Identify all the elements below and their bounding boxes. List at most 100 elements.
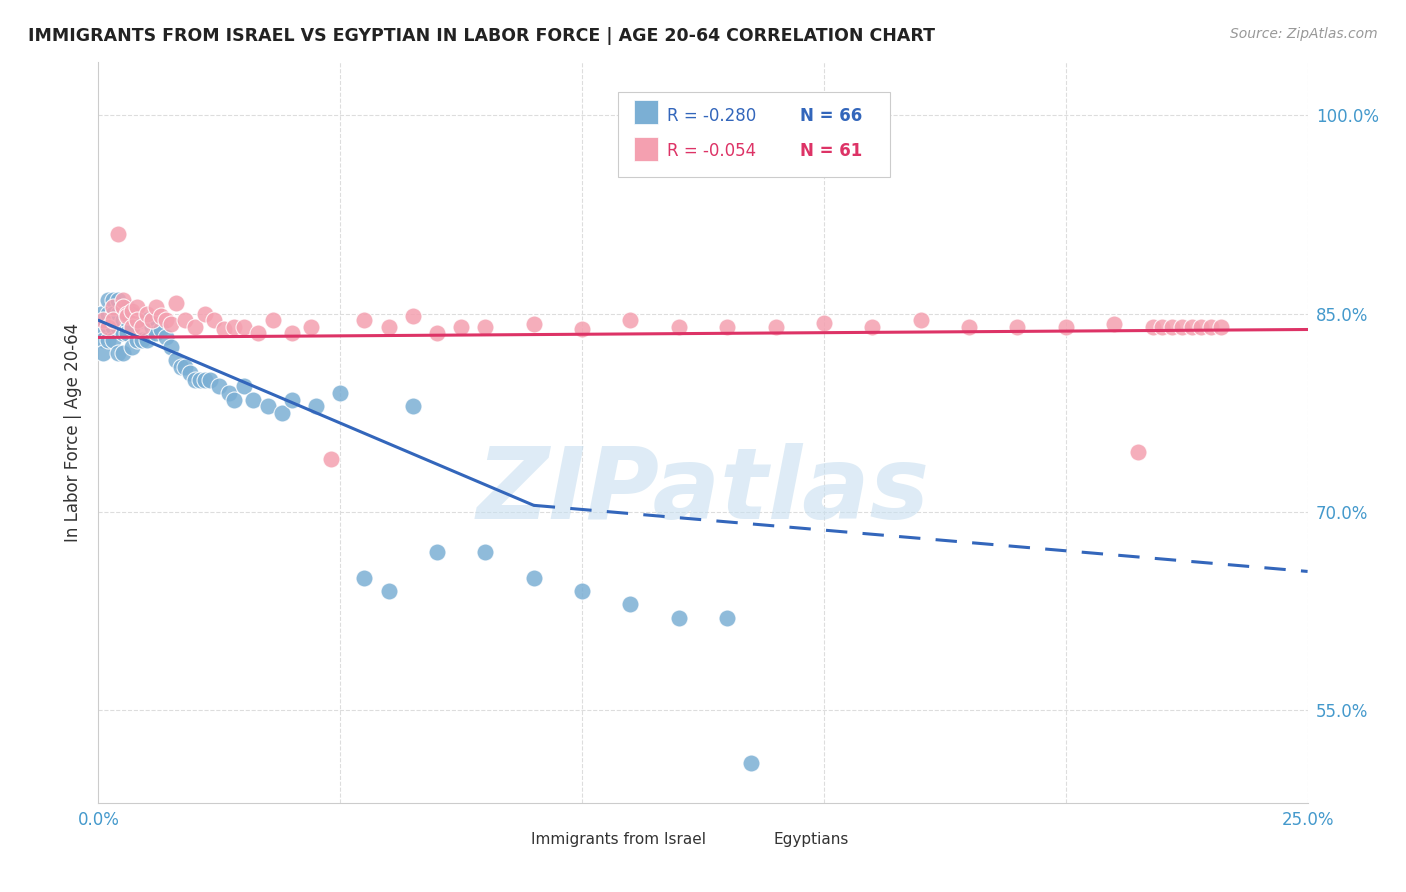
Point bbox=[765, 319, 787, 334]
Point bbox=[101, 333, 124, 347]
Bar bbox=[740, 832, 763, 855]
FancyBboxPatch shape bbox=[619, 92, 890, 178]
Point bbox=[127, 313, 149, 327]
Point bbox=[299, 319, 322, 334]
Point bbox=[1209, 319, 1232, 334]
Point bbox=[232, 379, 254, 393]
Point bbox=[135, 313, 157, 327]
Point bbox=[111, 300, 134, 314]
Point bbox=[141, 313, 163, 327]
Point bbox=[242, 392, 264, 407]
Point bbox=[160, 317, 183, 331]
Point bbox=[127, 300, 149, 314]
Point bbox=[450, 319, 472, 334]
Point bbox=[97, 307, 120, 321]
Point bbox=[194, 373, 217, 387]
Point bbox=[194, 307, 217, 321]
Point bbox=[155, 313, 177, 327]
Point bbox=[208, 379, 231, 393]
Text: N = 66: N = 66 bbox=[800, 107, 862, 125]
Point bbox=[117, 326, 139, 341]
Point bbox=[121, 340, 143, 354]
Point bbox=[1102, 317, 1125, 331]
Bar bbox=[498, 832, 522, 855]
Text: ZIPatlas: ZIPatlas bbox=[477, 443, 929, 541]
Point bbox=[256, 399, 278, 413]
Point bbox=[668, 319, 690, 334]
Point bbox=[165, 296, 187, 310]
Point bbox=[1142, 319, 1164, 334]
Text: Egyptians: Egyptians bbox=[773, 832, 848, 847]
Point bbox=[127, 313, 149, 327]
Point bbox=[860, 319, 883, 334]
Point bbox=[402, 310, 425, 324]
Point bbox=[426, 544, 449, 558]
Point bbox=[111, 300, 134, 314]
Point bbox=[174, 313, 197, 327]
Point bbox=[174, 359, 197, 374]
Point bbox=[117, 313, 139, 327]
Point bbox=[402, 399, 425, 413]
Point bbox=[179, 366, 201, 380]
Bar bbox=[634, 137, 658, 161]
Point bbox=[571, 584, 593, 599]
Point bbox=[165, 352, 187, 367]
Point bbox=[271, 406, 294, 420]
Point bbox=[1189, 319, 1212, 334]
Point bbox=[1007, 319, 1029, 334]
Point bbox=[150, 322, 173, 336]
Point bbox=[111, 293, 134, 308]
Point bbox=[101, 319, 124, 334]
Point bbox=[150, 310, 173, 324]
Point bbox=[91, 313, 114, 327]
Point bbox=[121, 304, 143, 318]
Point bbox=[1128, 445, 1150, 459]
Point bbox=[262, 313, 284, 327]
Point bbox=[1199, 319, 1222, 334]
Point bbox=[131, 333, 153, 347]
Point bbox=[619, 598, 641, 612]
Point bbox=[97, 319, 120, 334]
Point bbox=[1161, 319, 1184, 334]
Point bbox=[198, 373, 221, 387]
Text: R = -0.054: R = -0.054 bbox=[666, 143, 756, 161]
Point bbox=[474, 319, 496, 334]
Point bbox=[117, 300, 139, 314]
Text: Immigrants from Israel: Immigrants from Israel bbox=[531, 832, 706, 847]
Point bbox=[668, 611, 690, 625]
Point bbox=[222, 392, 245, 407]
Point bbox=[101, 293, 124, 308]
Point bbox=[127, 333, 149, 347]
Point bbox=[131, 313, 153, 327]
Point bbox=[910, 313, 932, 327]
Point bbox=[377, 584, 399, 599]
Point bbox=[107, 293, 129, 308]
Point bbox=[281, 392, 304, 407]
Point bbox=[121, 307, 143, 321]
Point bbox=[135, 333, 157, 347]
Point bbox=[131, 319, 153, 334]
Point bbox=[1054, 319, 1077, 334]
Point bbox=[155, 330, 177, 344]
Point bbox=[91, 333, 114, 347]
Point bbox=[111, 313, 134, 327]
Point bbox=[184, 373, 207, 387]
Point bbox=[107, 227, 129, 242]
Point bbox=[232, 319, 254, 334]
Point bbox=[188, 373, 211, 387]
Point bbox=[474, 544, 496, 558]
Point bbox=[111, 326, 134, 341]
Point bbox=[523, 571, 546, 585]
Point bbox=[426, 326, 449, 341]
Point bbox=[247, 326, 270, 341]
Text: R = -0.280: R = -0.280 bbox=[666, 107, 756, 125]
Point bbox=[121, 319, 143, 334]
Point bbox=[523, 317, 546, 331]
Text: N = 61: N = 61 bbox=[800, 143, 862, 161]
Point bbox=[145, 326, 167, 341]
Point bbox=[111, 346, 134, 360]
Point bbox=[184, 319, 207, 334]
Point bbox=[101, 300, 124, 314]
Point bbox=[329, 386, 352, 401]
Point bbox=[222, 319, 245, 334]
